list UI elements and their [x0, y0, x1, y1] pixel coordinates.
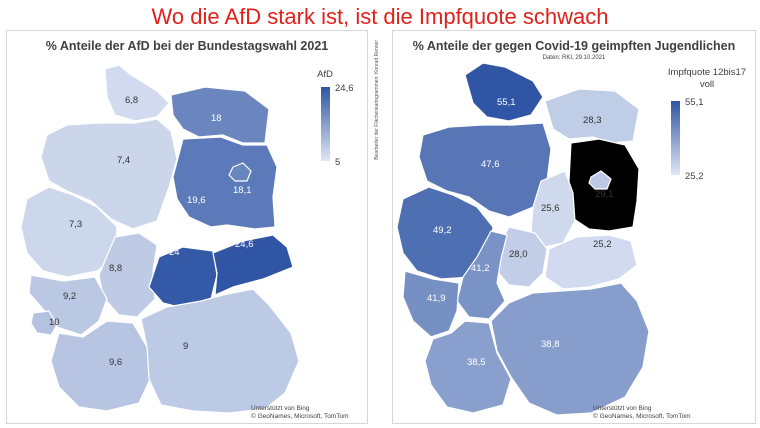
vertical-note-text: Bearbeiter der Flächenkartogrammen: Konr…: [374, 40, 380, 160]
label-mecklenburg-vorpommern: 28,3: [583, 115, 602, 126]
afd-map-panel: % Anteile der AfD bei der Bundestagswahl…: [6, 30, 368, 424]
region-mecklenburg-vorpommern[interactable]: [170, 86, 270, 144]
vaccination-legend-min: 25,2: [685, 171, 704, 182]
region-baden-wuerttemberg[interactable]: [424, 320, 512, 414]
vaccination-legend-max: 55,1: [685, 97, 704, 108]
afd-map: 6,8 18 7,4 18,1 19,6 7,3 8,8 24 24,6 9,2…: [20, 64, 300, 414]
vertical-note: Bearbeiter der Flächenkartogrammen: Konr…: [366, 40, 390, 260]
label-rheinland-pfalz: 41,9: [427, 293, 446, 304]
label-niedersachsen: 47,6: [481, 159, 500, 170]
vaccination-map-subtitle: Daten: RKI, 29.10.2021: [542, 55, 606, 61]
afd-value-labels: 6,8 18 7,4 18,1 19,6 7,3 8,8 24 24,6 9,2…: [49, 95, 254, 368]
headline: Wo die AfD stark ist, ist die Impfquote …: [151, 4, 609, 29]
label-niedersachsen: 7,4: [117, 155, 130, 166]
region-sachsen[interactable]: [544, 234, 638, 290]
label-brandenburg: 19,6: [187, 195, 206, 206]
label-rheinland-pfalz: 9,2: [63, 291, 76, 302]
region-niedersachsen[interactable]: [40, 118, 178, 230]
region-rheinland-pfalz[interactable]: [28, 274, 108, 336]
label-bayern: 38,8: [541, 339, 560, 350]
label-sachsen: 25,2: [593, 239, 612, 250]
afd-credit-line-2: © GeoNames, Microsoft, TomTom: [251, 413, 349, 420]
vaccination-credit-line-1: Unterstützt von Bing: [593, 405, 652, 412]
afd-map-title: % Anteile der AfD bei der Bundestagswahl…: [45, 39, 329, 53]
label-saarland: 10: [49, 317, 60, 328]
vaccination-legend-title-line-2: voll: [699, 79, 715, 90]
label-berlin: 18,1: [233, 185, 252, 196]
afd-legend-min: 5: [335, 157, 341, 168]
region-rheinland-pfalz[interactable]: [402, 270, 460, 338]
label-sachsen-anhalt: 25,6: [541, 203, 560, 214]
label-thueringen: 28,0: [509, 249, 528, 260]
label-schleswig-holstein: 55,1: [497, 97, 516, 108]
region-sachsen[interactable]: [212, 234, 294, 296]
region-mecklenburg-vorpommern[interactable]: [544, 88, 640, 144]
label-schleswig-holstein: 6,8: [125, 95, 138, 106]
vaccination-credit-line-2: © GeoNames, Microsoft, TomTom: [593, 413, 691, 420]
label-berlin: 29,1: [595, 189, 614, 200]
afd-legend-max: 24,6: [335, 83, 354, 94]
vaccination-map-credit: Unterstützt von Bing © GeoNames, Microso…: [593, 405, 691, 421]
region-baden-wuerttemberg[interactable]: [50, 320, 152, 412]
region-berlin[interactable]: [588, 170, 612, 190]
afd-legend-bar: [321, 87, 330, 161]
vaccination-legend-title-line-1: Impfquote 12bis17: [667, 67, 747, 78]
label-thueringen: 24: [169, 247, 180, 258]
label-hessen: 41,2: [471, 263, 490, 274]
region-hessen[interactable]: [98, 232, 158, 318]
region-bayern[interactable]: [140, 288, 300, 414]
region-saarland[interactable]: [30, 310, 58, 336]
vaccination-map-title: % Anteile der gegen Covid-19 geimpften J…: [412, 39, 736, 53]
label-mecklenburg-vorpommern: 18: [211, 113, 222, 124]
label-baden-wuerttemberg: 9,6: [109, 357, 122, 368]
label-nrw: 7,3: [69, 219, 82, 230]
afd-map-credit: Unterstützt von Bing © GeoNames, Microso…: [251, 405, 349, 421]
vaccination-legend-bar: [671, 101, 680, 175]
label-nrw: 49,2: [433, 225, 452, 236]
afd-credit-line-1: Unterstützt von Bing: [251, 405, 310, 412]
vaccination-legend-title: Impfquote 12bis17 voll: [659, 67, 755, 91]
label-hessen: 8,8: [109, 263, 122, 274]
label-bayern: 9: [183, 341, 188, 352]
region-berlin[interactable]: [228, 162, 252, 182]
vaccination-map: 55,1 28,3 47,6 29,1 25,6 49,2 28,0 25,2 …: [396, 62, 650, 416]
label-baden-wuerttemberg: 38,5: [467, 357, 486, 368]
region-schleswig-holstein[interactable]: [464, 62, 544, 122]
region-hessen[interactable]: [456, 230, 508, 320]
afd-legend-title: AfD: [317, 69, 333, 80]
vaccination-map-panel: % Anteile der gegen Covid-19 geimpften J…: [392, 30, 756, 424]
region-bayern[interactable]: [490, 282, 650, 416]
vaccination-value-labels: 55,1 28,3 47,6 29,1 25,6 49,2 28,0 25,2 …: [427, 97, 614, 368]
region-schleswig-holstein[interactable]: [104, 64, 170, 122]
region-brandenburg[interactable]: [172, 136, 278, 230]
label-sachsen: 24,6: [235, 239, 254, 250]
